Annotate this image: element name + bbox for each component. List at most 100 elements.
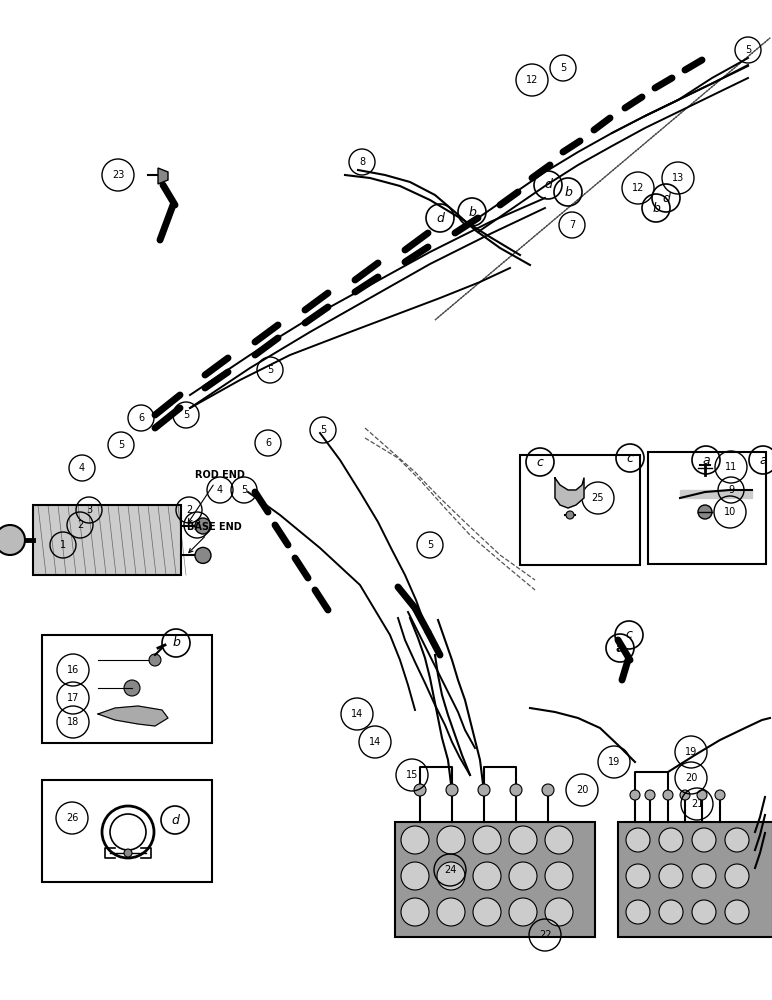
Text: 25: 25 (592, 493, 604, 503)
Text: 10: 10 (724, 507, 736, 517)
Text: b: b (564, 186, 572, 198)
Circle shape (478, 784, 490, 796)
Circle shape (663, 790, 673, 800)
Circle shape (645, 790, 655, 800)
Circle shape (659, 900, 683, 924)
Circle shape (626, 900, 650, 924)
Text: d: d (662, 192, 670, 205)
Circle shape (437, 826, 465, 854)
Bar (33, 505, 181, 575)
Text: c: c (537, 456, 543, 468)
Circle shape (692, 900, 716, 924)
Text: 16: 16 (67, 665, 79, 675)
Circle shape (630, 790, 640, 800)
Circle shape (542, 784, 554, 796)
Text: a: a (703, 454, 709, 466)
Circle shape (195, 518, 211, 534)
Circle shape (437, 898, 465, 926)
Circle shape (626, 828, 650, 852)
Circle shape (692, 828, 716, 852)
Text: 14: 14 (369, 737, 381, 747)
Text: 23: 23 (112, 170, 124, 180)
Circle shape (725, 900, 749, 924)
Circle shape (545, 898, 573, 926)
Text: 24: 24 (444, 865, 456, 875)
Circle shape (715, 790, 725, 800)
Text: 5: 5 (118, 440, 124, 450)
Text: 18: 18 (67, 717, 79, 727)
Text: b: b (172, 637, 180, 650)
Text: 6: 6 (138, 413, 144, 423)
Text: c: c (625, 629, 632, 642)
Circle shape (401, 898, 429, 926)
Circle shape (659, 828, 683, 852)
Polygon shape (98, 706, 168, 726)
Circle shape (509, 826, 537, 854)
Text: 20: 20 (685, 773, 697, 783)
Text: 17: 17 (67, 693, 80, 703)
Circle shape (626, 864, 650, 888)
Text: 14: 14 (351, 709, 363, 719)
Bar (395, 822, 595, 937)
Text: 19: 19 (608, 757, 620, 767)
Circle shape (509, 862, 537, 890)
Circle shape (414, 784, 426, 796)
Text: c: c (627, 452, 634, 464)
Polygon shape (555, 478, 584, 508)
Text: 20: 20 (576, 785, 588, 795)
Text: ROD END: ROD END (188, 470, 245, 523)
Circle shape (566, 511, 574, 519)
Text: 5: 5 (745, 45, 751, 55)
Circle shape (473, 898, 501, 926)
Circle shape (509, 898, 537, 926)
Circle shape (149, 654, 161, 666)
Circle shape (437, 862, 465, 890)
Polygon shape (680, 490, 752, 498)
Circle shape (680, 790, 690, 800)
Bar (618, 822, 772, 937)
Text: 9: 9 (728, 485, 734, 495)
Text: BASE END: BASE END (187, 522, 242, 553)
Text: 3: 3 (194, 520, 200, 530)
Text: 4: 4 (217, 485, 223, 495)
Text: b: b (468, 206, 476, 219)
Circle shape (473, 862, 501, 890)
Circle shape (698, 505, 712, 519)
Text: 13: 13 (672, 173, 684, 183)
Text: 11: 11 (725, 462, 737, 472)
Text: 26: 26 (66, 813, 78, 823)
Text: 5: 5 (183, 410, 189, 420)
Text: d: d (436, 212, 444, 225)
Circle shape (725, 828, 749, 852)
Circle shape (545, 862, 573, 890)
Circle shape (195, 547, 211, 563)
Text: 5: 5 (320, 425, 326, 435)
Circle shape (725, 864, 749, 888)
Text: 6: 6 (265, 438, 271, 448)
Circle shape (124, 680, 140, 696)
Bar (42, 635, 212, 743)
Text: a: a (616, 642, 625, 654)
Text: 5: 5 (241, 485, 247, 495)
Circle shape (124, 849, 132, 857)
Circle shape (0, 525, 25, 555)
Circle shape (401, 826, 429, 854)
Text: a: a (759, 454, 767, 466)
Text: 12: 12 (526, 75, 538, 85)
Circle shape (446, 784, 458, 796)
Circle shape (473, 826, 501, 854)
Bar (648, 452, 766, 564)
Text: b: b (652, 202, 660, 215)
Circle shape (659, 864, 683, 888)
Text: 12: 12 (631, 183, 644, 193)
Text: 21: 21 (691, 799, 703, 809)
Text: 19: 19 (685, 747, 697, 757)
Text: d: d (171, 814, 179, 826)
Text: 15: 15 (406, 770, 418, 780)
Circle shape (401, 862, 429, 890)
Text: 8: 8 (359, 157, 365, 167)
Text: 5: 5 (427, 540, 433, 550)
Text: 7: 7 (569, 220, 575, 230)
Text: d: d (544, 178, 552, 192)
Circle shape (692, 864, 716, 888)
